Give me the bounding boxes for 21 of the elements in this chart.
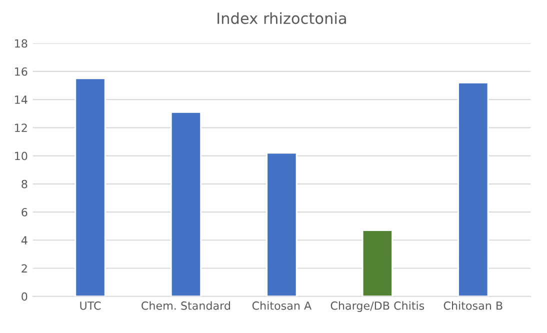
y-tick-label: 14 [15,96,28,104]
bar [170,111,202,296]
x-tick-label: Chitosan A [252,301,312,310]
y-tick-label: 2 [22,264,27,272]
y-tick-label: 8 [22,180,28,188]
y-tick-label: 4 [21,236,28,244]
y-tick-label: 6 [22,208,28,216]
x-tick-label: Chem. Standard [142,301,230,310]
bar [266,152,298,296]
x-tick-label: Charge/DB Chitis [330,301,424,312]
y-tick-label: 12 [15,124,27,132]
bar [458,82,489,296]
y-tick-label: 16 [15,67,28,76]
y-tick-label: 0 [22,292,28,301]
bar [74,78,106,296]
bar [362,230,393,296]
y-tick-label: 18 [15,39,28,48]
chart-title: Index rhizoctonia [218,12,346,24]
x-tick-label: UTC [80,301,101,310]
y-tick-label: 10 [15,152,28,160]
x-tick-label: Chitosan B [444,301,502,310]
